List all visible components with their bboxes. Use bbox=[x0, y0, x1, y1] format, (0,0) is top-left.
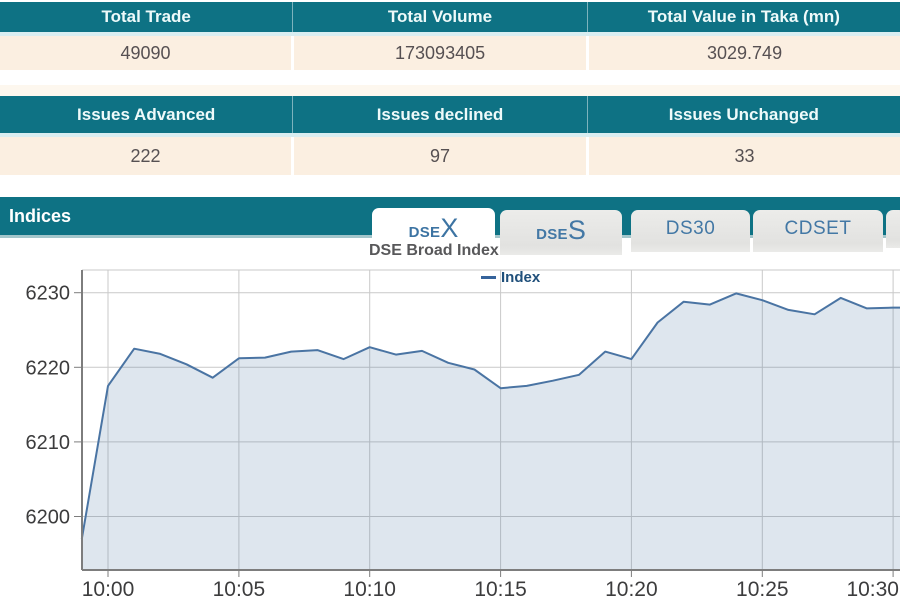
legend-line-marker-icon bbox=[481, 276, 496, 279]
index-area-chart: 6200 6210 6220 6230 10:00 10:05 10:10 10:15 10:2… bbox=[26, 269, 900, 600]
tab-dses[interactable]: DSE S bbox=[500, 210, 622, 255]
issues-advanced-value: 222 bbox=[130, 145, 161, 166]
legend-item-index[interactable]: Index bbox=[481, 269, 540, 286]
y-tick-label: 6220 bbox=[26, 357, 71, 379]
y-tick-label: 6200 bbox=[26, 507, 71, 529]
total-value-header: Total Value in Taka (mn) bbox=[586, 2, 900, 32]
total-value-value: 3029.749 bbox=[586, 36, 900, 70]
x-tick-label: 10:30 bbox=[846, 578, 899, 600]
issues-declined-value: 97 bbox=[291, 137, 586, 175]
indices-bar-title: Indices bbox=[9, 205, 72, 226]
issues-value-row: 222 97 33 bbox=[0, 137, 900, 175]
y-tick-label: 6210 bbox=[26, 432, 71, 454]
x-tick-label: 10:00 bbox=[82, 578, 135, 600]
x-tick-label: 10:15 bbox=[474, 578, 527, 600]
tab-cdset-label: CDSET bbox=[784, 218, 852, 239]
tab-ds30[interactable]: DS30 bbox=[631, 210, 750, 252]
x-tick-label: 10:10 bbox=[343, 578, 396, 600]
gap-strip bbox=[0, 85, 900, 96]
x-tick-label: 10:20 bbox=[605, 578, 658, 600]
issues-declined-header: Issues declined bbox=[292, 96, 586, 133]
tab-ds30-label: DS30 bbox=[665, 218, 716, 239]
tab-cdset[interactable]: CDSET bbox=[753, 210, 883, 252]
issues-unchanged-value: 33 bbox=[586, 137, 900, 175]
tab-dsex-label-small: DSE bbox=[408, 224, 441, 241]
issues-header-row: Issues Advanced Issues declined Issues U… bbox=[0, 96, 900, 133]
tab-clipped bbox=[886, 210, 900, 248]
issues-separator bbox=[0, 133, 900, 137]
tab-dsex-label-large: X bbox=[440, 213, 459, 243]
y-tick-label: 6230 bbox=[26, 283, 71, 305]
issues-unchanged-header: Issues Unchanged bbox=[586, 96, 900, 133]
chart-title: DSE Broad Index bbox=[369, 242, 499, 259]
totals-header-row: Total Trade Total Volume Total Value in … bbox=[0, 2, 900, 32]
total-volume-value: 173093405 bbox=[291, 36, 586, 70]
totals-separator bbox=[0, 32, 900, 36]
issues-advanced-header: Issues Advanced bbox=[77, 104, 216, 124]
x-tick-label: 10:25 bbox=[736, 578, 789, 600]
total-trade-value: 49090 bbox=[120, 42, 171, 63]
total-trade-header: Total Trade bbox=[101, 7, 191, 26]
index-line bbox=[80, 292, 900, 540]
index-area-fill bbox=[81, 293, 900, 570]
legend-label: Index bbox=[501, 269, 541, 286]
total-volume-header: Total Volume bbox=[292, 2, 586, 32]
tab-dses-label-small: DSE bbox=[536, 226, 568, 243]
tab-dses-label-large: S bbox=[567, 215, 586, 245]
totals-value-row: 49090 173093405 3029.749 bbox=[0, 36, 900, 70]
tab-dsex[interactable]: DSE X bbox=[372, 208, 495, 259]
x-tick-label: 10:05 bbox=[213, 578, 266, 600]
